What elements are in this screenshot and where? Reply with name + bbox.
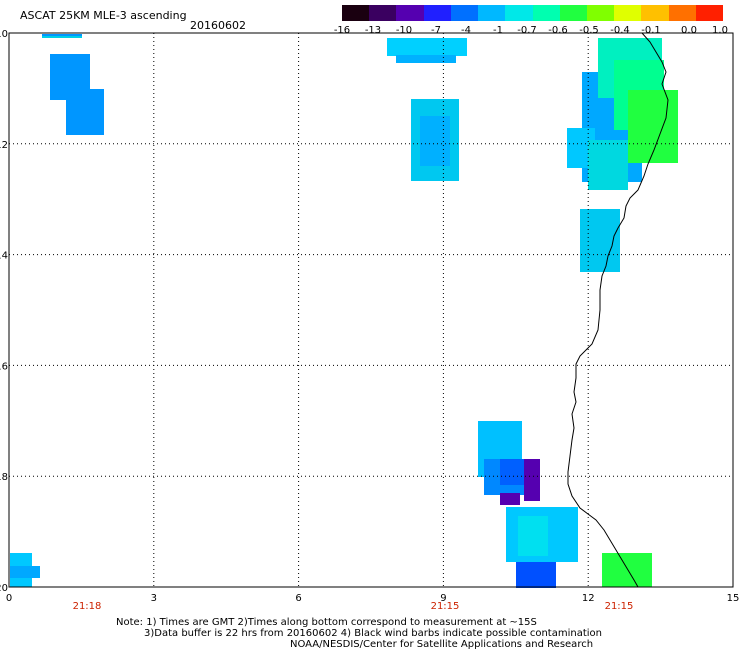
colorbar-swatch [396,5,424,21]
x-tick-label: 9 [440,593,446,604]
y-tick-label: -12 [0,140,8,151]
colorbar-label: -0.5 [579,25,599,36]
colorbar-label: -0.1 [641,25,661,36]
colorbar [342,5,724,21]
colorbar-swatch [559,5,587,21]
colorbar-swatch [342,5,370,21]
map-title: ASCAT 25KM MLE-3 ascending [20,9,187,22]
colorbar-swatch [668,5,696,21]
data-cell [524,459,540,501]
y-tick-label: -10 [0,29,8,40]
colorbar-label: -16 [333,25,351,36]
colorbar-swatch [532,5,560,21]
note-line-3: NOAA/NESDIS/Center for Satellite Applica… [290,639,594,650]
y-tick-label: -18 [0,472,8,483]
data-cell [518,516,548,556]
colorbar-swatch [369,5,397,21]
colorbar-label: -10 [395,25,413,36]
x-tick-label: 0 [6,593,12,604]
colorbar-swatch [478,5,506,21]
colorbar-label: 0.0 [681,25,697,36]
data-cell [500,459,526,485]
colorbar-swatch [586,5,615,21]
time-label: 21:15 [605,601,634,612]
data-cell [580,209,620,272]
colorbar-labels: -16 -13 -10 -7 -4 -1 -0.7 -0.6 -0.5 -0.4 -0.1 0.0 1.… [330,25,730,37]
data-cell [628,90,678,163]
x-tick-label: 3 [151,593,157,604]
data-cell [602,553,652,587]
colorbar-swatch [641,5,669,21]
note-line-2: 3)Data buffer is 22 hrs from 20160602 4)… [144,628,602,639]
colorbar-label: -7 [431,25,441,36]
data-cells [10,34,678,588]
colorbar-label: -1 [493,25,503,36]
colorbar-label: -0.4 [610,25,630,36]
colorbar-label: -0.7 [517,25,537,36]
data-cell [66,89,104,135]
data-cell [420,116,450,166]
colorbar-label: 1.0 [712,25,728,36]
y-tick-label: -20 [0,583,8,594]
data-cell [10,566,40,578]
data-cell [387,38,467,56]
data-cell [396,55,456,63]
plot-frame [8,32,734,588]
time-label: 21:18 [73,601,102,612]
colorbar-label: -0.6 [548,25,568,36]
data-cell [588,140,628,190]
x-tick-label: 6 [295,593,301,604]
colorbar-label: -13 [364,25,382,36]
x-tick-label: 12 [582,593,595,604]
colorbar-swatch [505,5,533,21]
y-tick-label: -16 [0,361,8,372]
data-cell [516,562,556,588]
colorbar-label: -4 [461,25,471,36]
time-label: 21:15 [431,601,460,612]
colorbar-swatch [423,5,451,21]
map-date: 20160602 [190,19,246,32]
x-tick-label: 15 [727,593,740,604]
note-line-1: Note: 1) Times are GMT 2)Times along bot… [116,617,537,628]
data-cell [500,493,520,505]
data-cell [42,35,82,38]
grid-lines [9,33,733,587]
axis-labels: -10 -12 -14 -16 -18 -200 3 6 9 12 15 21:18 21:15 21:1… [0,29,739,612]
colorbar-swatch [450,5,479,21]
colorbar-swatch [614,5,642,21]
y-tick-label: -14 [0,251,8,262]
colorbar-swatch [695,5,724,21]
coastline [567,32,669,588]
